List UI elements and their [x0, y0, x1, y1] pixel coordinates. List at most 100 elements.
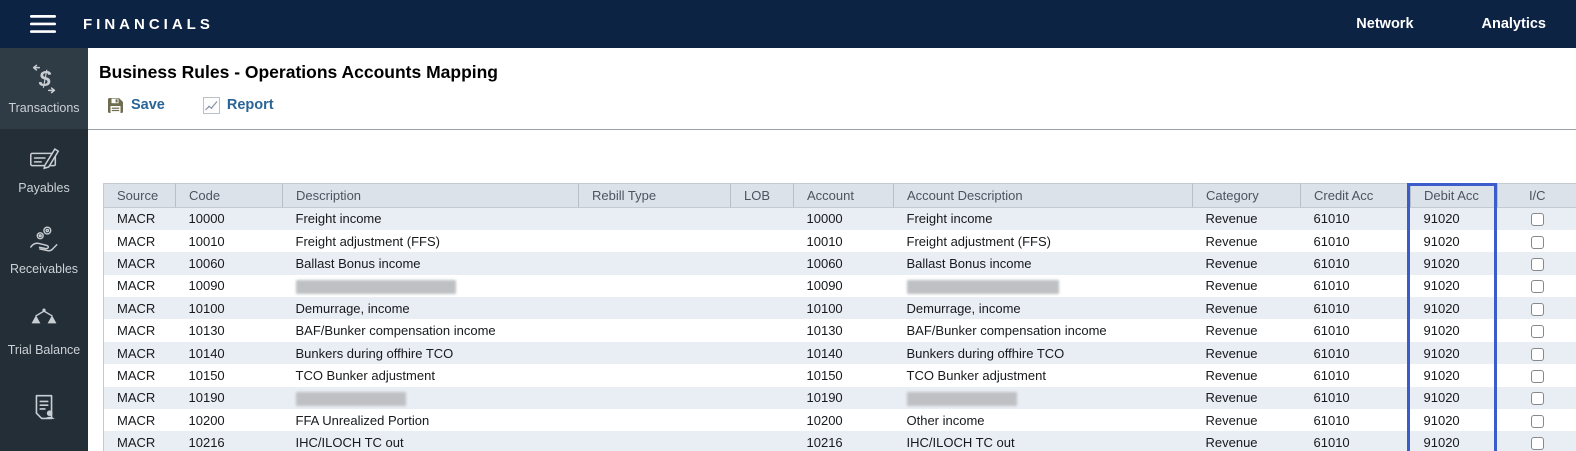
- cell-category: Revenue: [1205, 233, 1258, 249]
- ic-checkbox[interactable]: [1530, 258, 1544, 271]
- column-header-description[interactable]: Description: [282, 183, 579, 208]
- cell-debit-acc: 91020: [1423, 412, 1460, 428]
- page-title: Business Rules - Operations Accounts Map…: [99, 62, 498, 82]
- cell-account: 10190: [806, 390, 843, 406]
- cell-debit-acc: 91020: [1423, 345, 1460, 361]
- sidebar-item-documents[interactable]: [0, 370, 88, 451]
- save-button[interactable]: Save: [107, 97, 165, 114]
- cell-category: Revenue: [1205, 435, 1258, 451]
- ic-checkbox[interactable]: [1530, 280, 1544, 294]
- column-header-account-description[interactable]: Account Description: [893, 183, 1193, 208]
- cell-source: MACR: [117, 412, 156, 428]
- sidebar-item-receivables[interactable]: Receivables: [0, 209, 88, 290]
- cell-credit-acc: 61010: [1313, 435, 1350, 451]
- cell-category: Revenue: [1205, 278, 1258, 294]
- document-person-icon: [27, 391, 61, 425]
- cell-debit-acc: 91020: [1423, 435, 1460, 451]
- cell-code: 10200: [188, 412, 225, 428]
- cell-account-description: Bunkers during offhire TCO: [906, 345, 1065, 361]
- cell-credit-acc: 61010: [1313, 300, 1350, 316]
- cell-source: MACR: [117, 211, 156, 227]
- report-button[interactable]: Report: [202, 96, 274, 114]
- receivables-icon: [27, 223, 61, 257]
- save-floppy-icon: [107, 97, 124, 114]
- table-row: MACR 10090 10090 Revenue 61010 91020: [104, 275, 1576, 297]
- cell-rebill-type: [579, 275, 731, 297]
- cell-rebill-type: [579, 319, 731, 341]
- network-link[interactable]: Network: [1356, 16, 1414, 32]
- cell-debit-acc: 91020: [1423, 278, 1460, 294]
- cell-ic: [1498, 252, 1576, 274]
- column-header-source[interactable]: Source: [103, 183, 176, 208]
- cell-credit-acc: 61010: [1313, 412, 1350, 428]
- column-header-lob[interactable]: LOB: [730, 183, 794, 208]
- sidebar-item-trial-balance[interactable]: Trial Balance: [0, 290, 88, 371]
- cell-account-description: Demurrage, income: [906, 300, 1021, 316]
- hamburger-menu-icon[interactable]: [30, 14, 56, 34]
- ic-checkbox[interactable]: [1530, 392, 1544, 406]
- cell-source: MACR: [117, 233, 156, 249]
- ic-checkbox[interactable]: [1530, 302, 1544, 316]
- cell-ic: [1498, 208, 1576, 230]
- column-header-ic[interactable]: I/C: [1497, 183, 1576, 208]
- cell-account: 10200: [806, 412, 843, 428]
- cell-debit-acc: 91020: [1423, 367, 1460, 383]
- column-header-debit-acc[interactable]: Debit Acc: [1410, 183, 1498, 208]
- cell-source: MACR: [117, 367, 156, 383]
- redacted-text-blur: [295, 391, 406, 406]
- column-header-account[interactable]: Account: [793, 183, 894, 208]
- cell-debit-acc: 91020: [1423, 211, 1460, 227]
- report-chart-icon: [202, 96, 220, 114]
- cell-description: IHC/ILOCH TC out: [295, 435, 404, 451]
- cell-ic: [1498, 387, 1576, 409]
- table-row: MACR 10100 Demurrage, income 10100 Demur…: [103, 297, 1576, 320]
- ic-checkbox[interactable]: [1530, 414, 1544, 428]
- cell-lob: [731, 342, 794, 364]
- cell-credit-acc: 61010: [1313, 367, 1350, 383]
- sidebar-item-transactions[interactable]: $ Transactions: [0, 48, 88, 129]
- ic-checkbox[interactable]: [1530, 369, 1544, 383]
- table-row: MACR 10130 BAF/Bunker compensation incom…: [104, 319, 1576, 341]
- cell-account: 10130: [806, 323, 843, 339]
- ic-checkbox[interactable]: [1530, 437, 1544, 451]
- cell-code: 10010: [188, 233, 225, 249]
- sidebar-item-payables[interactable]: Payables: [0, 129, 88, 210]
- cell-description: FFA Unrealized Portion: [295, 412, 430, 428]
- cell-category: Revenue: [1205, 367, 1258, 383]
- ic-checkbox[interactable]: [1530, 213, 1544, 227]
- cell-rebill-type: [579, 364, 731, 386]
- cell-debit-acc: 91020: [1423, 323, 1460, 339]
- cell-lob: [731, 230, 794, 252]
- column-header-rebill-type[interactable]: Rebill Type: [578, 183, 731, 208]
- column-header-credit-acc[interactable]: Credit Acc: [1300, 183, 1411, 208]
- cell-lob: [731, 297, 794, 319]
- cell-ic: [1498, 275, 1576, 297]
- cell-rebill-type: [579, 297, 731, 319]
- cell-account-description: BAF/Bunker compensation income: [906, 323, 1107, 339]
- cell-category: Revenue: [1205, 390, 1258, 406]
- cell-source: MACR: [117, 435, 156, 451]
- cell-source: MACR: [117, 323, 156, 339]
- cell-credit-acc: 61010: [1313, 390, 1350, 406]
- column-header-category[interactable]: Category: [1192, 183, 1301, 208]
- cell-code: 10000: [188, 211, 225, 227]
- cell-code: 10150: [188, 367, 225, 383]
- cell-source: MACR: [117, 390, 156, 406]
- cell-lob: [731, 431, 794, 451]
- cell-source: MACR: [117, 278, 156, 294]
- table-row: MACR 10216 IHC/ILOCH TC out 10216 IHC/IL…: [103, 431, 1576, 451]
- cell-category: Revenue: [1205, 300, 1258, 316]
- ic-checkbox[interactable]: [1530, 325, 1544, 339]
- cell-lob: [731, 409, 794, 431]
- cell-account: 10010: [806, 233, 843, 249]
- ic-checkbox[interactable]: [1530, 347, 1544, 361]
- cell-source: MACR: [117, 255, 156, 271]
- analytics-link[interactable]: Analytics: [1481, 16, 1546, 32]
- table-row: MACR 10190 10190 Revenue 61010 91020: [103, 386, 1576, 410]
- ic-checkbox[interactable]: [1530, 235, 1544, 249]
- cell-account-description: TCO Bunker adjustment: [906, 367, 1046, 383]
- column-header-code[interactable]: Code: [175, 183, 283, 208]
- cell-source: MACR: [117, 345, 156, 361]
- cell-ic: [1498, 431, 1576, 451]
- toolbar-divider: [88, 129, 1576, 130]
